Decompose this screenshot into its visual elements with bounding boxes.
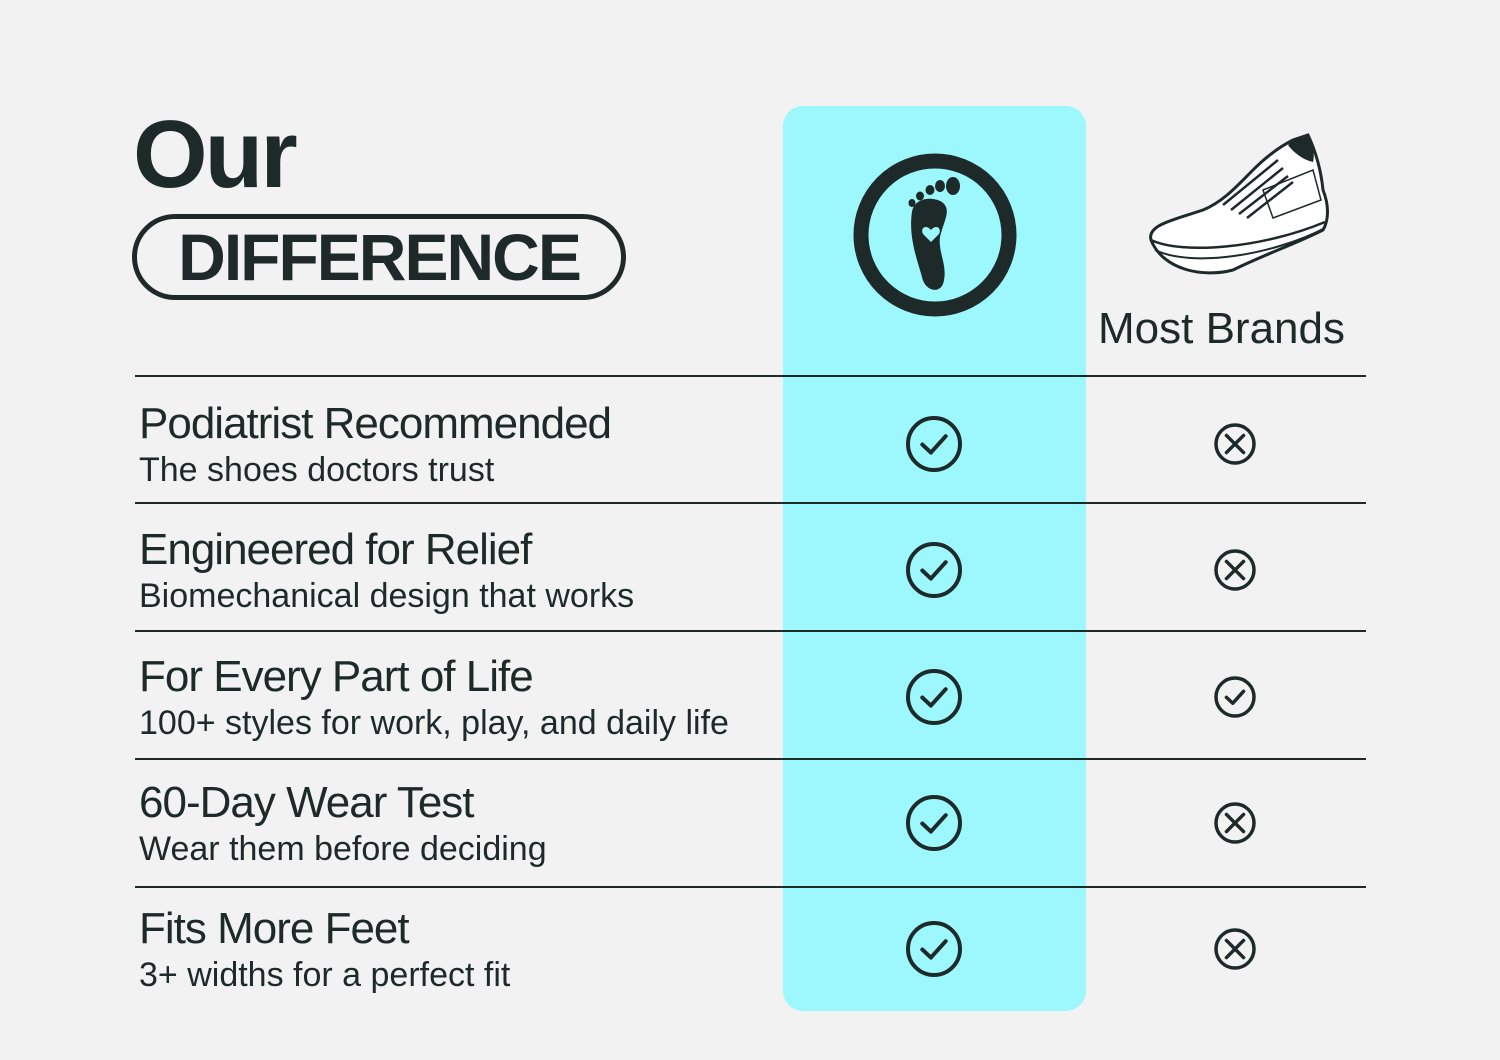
cross-circle-icon <box>1213 422 1257 471</box>
foot-heart-logo-icon <box>853 153 1017 317</box>
check-circle-icon <box>905 920 963 983</box>
check-circle-icon <box>905 794 963 857</box>
row-title: 60-Day Wear Test <box>139 778 475 827</box>
most-brands-label: Most Brands <box>1098 304 1345 353</box>
sneaker-icon <box>1149 133 1329 275</box>
check-circle-icon <box>905 415 963 478</box>
row-title: Engineered for Relief <box>139 525 532 574</box>
comparison-row: Fits More Feet 3+ widths for a perfect f… <box>0 882 1500 1009</box>
cross-circle-icon <box>1213 927 1257 976</box>
comparison-row: Podiatrist Recommended The shoes doctors… <box>0 377 1500 504</box>
comparison-row: For Every Part of Life 100+ styles for w… <box>0 630 1500 757</box>
cross-circle-icon <box>1213 548 1257 597</box>
divider <box>135 502 1366 504</box>
check-circle-icon <box>1213 675 1257 724</box>
row-subtitle: 100+ styles for work, play, and daily li… <box>139 704 729 742</box>
row-subtitle: Biomechanical design that works <box>139 577 635 615</box>
heading-difference-pill: DIFFERENCE <box>132 214 626 300</box>
divider <box>135 630 1366 632</box>
row-title: Podiatrist Recommended <box>139 399 612 448</box>
comparison-row: 60-Day Wear Test Wear them before decidi… <box>0 756 1500 883</box>
divider <box>135 758 1366 760</box>
comparison-row: Engineered for Relief Biomechanical desi… <box>0 503 1500 630</box>
check-circle-icon <box>905 541 963 604</box>
heading-our: Our <box>133 101 298 208</box>
row-title: For Every Part of Life <box>139 652 534 701</box>
row-subtitle: Wear them before deciding <box>139 830 547 868</box>
divider <box>135 375 1366 377</box>
cross-circle-icon <box>1213 801 1257 850</box>
row-subtitle: The shoes doctors trust <box>139 451 495 489</box>
check-circle-icon <box>905 668 963 731</box>
row-title: Fits More Feet <box>139 904 410 953</box>
row-subtitle: 3+ widths for a perfect fit <box>139 956 511 994</box>
divider <box>135 886 1366 888</box>
